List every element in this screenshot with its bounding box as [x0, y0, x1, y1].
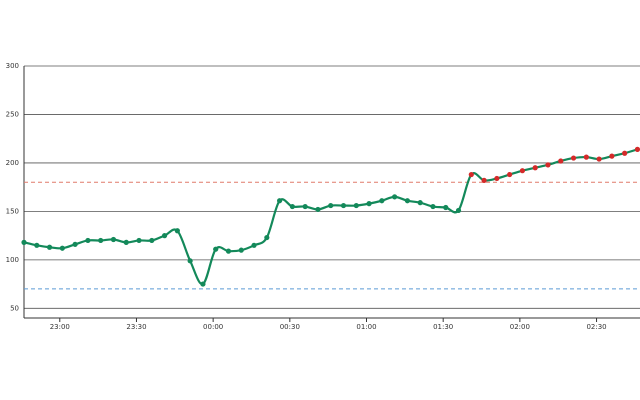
data-point — [404, 198, 411, 204]
x-tick-label: 00:00 — [203, 323, 223, 331]
series-line — [23, 148, 638, 286]
data-point — [277, 198, 283, 204]
y-tick-label: 300 — [6, 62, 19, 70]
data-point — [85, 237, 91, 244]
data-point — [430, 203, 436, 210]
data-point — [545, 162, 551, 168]
data-point — [251, 242, 257, 248]
y-tick-label: 250 — [6, 110, 19, 118]
x-tick-label: 01:00 — [356, 323, 376, 331]
data-point — [289, 203, 295, 210]
y-tick-label: 200 — [6, 159, 19, 167]
data-point — [417, 200, 423, 206]
x-tick-label: 01:30 — [433, 323, 453, 331]
x-tick-label: 23:30 — [126, 323, 146, 331]
data-point — [59, 245, 65, 251]
data-point — [507, 171, 513, 178]
data-point — [161, 233, 168, 239]
data-point — [110, 236, 117, 243]
data-point — [481, 177, 487, 183]
data-point — [302, 203, 308, 210]
data-point — [98, 237, 104, 244]
data-point — [468, 171, 474, 178]
data-point — [200, 281, 206, 287]
y-tick-label: 100 — [6, 256, 19, 264]
data-point — [609, 153, 615, 159]
data-point — [34, 242, 40, 248]
data-point — [238, 247, 244, 253]
data-point — [532, 165, 538, 171]
data-point — [379, 198, 385, 204]
data-point — [366, 201, 372, 207]
y-tick-label: 50 — [10, 304, 19, 312]
data-point — [634, 146, 640, 152]
data-point — [123, 239, 129, 245]
data-point — [46, 244, 53, 250]
data-point — [149, 237, 155, 244]
data-point — [264, 234, 270, 241]
data-point — [328, 202, 334, 209]
data-point — [455, 207, 462, 214]
x-tick-label: 23:00 — [50, 323, 70, 331]
data-point — [558, 158, 564, 164]
data-point — [353, 202, 359, 209]
data-point — [443, 204, 449, 211]
data-point — [622, 150, 628, 156]
data-point — [570, 155, 577, 161]
data-point — [392, 194, 398, 200]
data-point — [136, 237, 142, 244]
data-point — [225, 248, 232, 254]
data-point — [187, 258, 193, 264]
data-point — [583, 154, 589, 160]
data-point — [72, 241, 78, 247]
data-point — [519, 168, 526, 174]
data-point — [213, 246, 219, 252]
data-point — [315, 206, 321, 213]
data-point — [596, 156, 602, 162]
data-point — [340, 202, 347, 209]
data-point — [174, 228, 180, 234]
x-tick-label: 02:00 — [510, 323, 530, 331]
x-tick-label: 02:30 — [586, 323, 606, 331]
data-point — [494, 175, 500, 182]
x-tick-label: 00:30 — [280, 323, 300, 331]
data-point — [21, 239, 27, 245]
y-tick-label: 150 — [6, 207, 19, 215]
